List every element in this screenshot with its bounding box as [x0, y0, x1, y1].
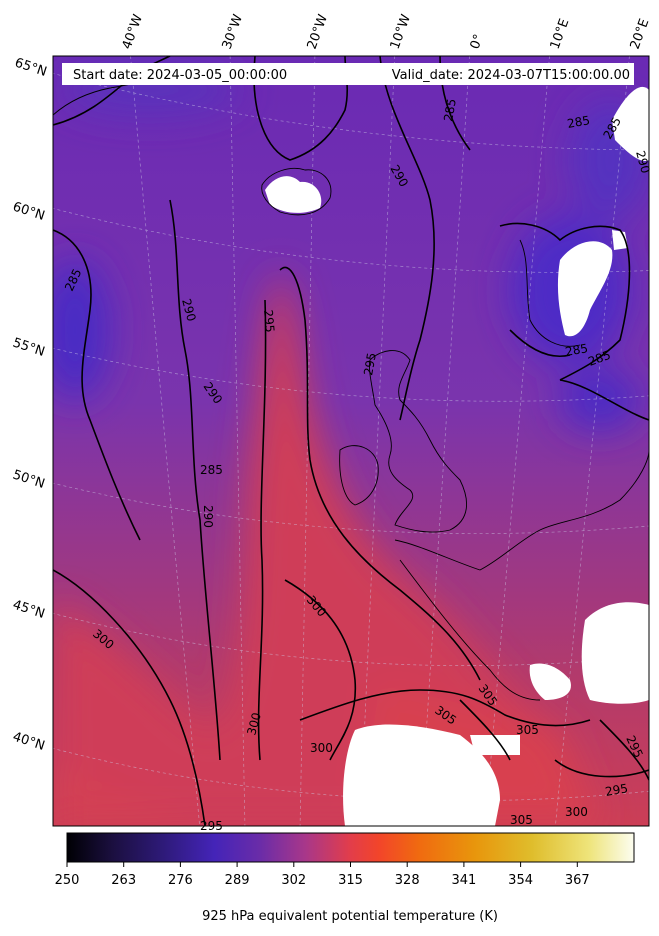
- contours: [53, 56, 649, 826]
- lon-label-0: 0°: [468, 32, 487, 51]
- lon-label-10e: 10°E: [548, 17, 573, 52]
- norway-mask: [557, 241, 613, 337]
- contour-label: 285: [200, 463, 223, 477]
- colorbar-ticks: 250 263 276 289 302 315 328 341 354 367: [55, 862, 590, 888]
- colorbar-tick-label: 354: [508, 873, 533, 888]
- lat-label-60n: 60°N: [11, 200, 47, 224]
- great-britain-outline: [369, 350, 467, 533]
- map-frame: [52, 55, 650, 827]
- alps-mask: [529, 663, 571, 700]
- contour-label: 295: [261, 309, 277, 333]
- valid-date-text: Valid_date: 2024-03-07T15:00:00.00: [392, 68, 630, 83]
- lat-label-50n: 50°N: [11, 468, 47, 492]
- land-masks: [265, 86, 649, 826]
- alps-east-mask: [581, 602, 649, 704]
- contour-label: 300: [244, 711, 263, 737]
- contour-label: 285: [566, 113, 591, 131]
- map-panel: [53, 56, 649, 826]
- lon-label-20w: 20°W: [305, 12, 331, 51]
- contour-label: 300: [565, 805, 588, 819]
- lat-label-45n: 45°N: [11, 598, 47, 622]
- colorbar-tick-label: 315: [338, 873, 363, 888]
- ireland-outline: [339, 445, 379, 506]
- scandinavia-north-mask: [612, 86, 649, 161]
- contour-label: 285: [441, 98, 459, 123]
- contour-label: 290: [179, 297, 198, 323]
- start-date-text: Start date: 2024-03-05_00:00:00: [73, 68, 287, 83]
- header-bar: [62, 63, 634, 85]
- colorbar-tick-label: 328: [395, 873, 420, 888]
- lat-label-40n: 40°N: [11, 730, 47, 754]
- colorbar: 250 263 276 289 302 315 328 341 354 367 925 hPa e…: [55, 832, 635, 924]
- colorbar-tick-label: 302: [281, 873, 306, 888]
- colorbar-tick-label: 289: [225, 873, 250, 888]
- contour-label: 285: [564, 341, 589, 359]
- contour-label: 305: [510, 813, 533, 827]
- colorbar-tick-label: 341: [451, 873, 476, 888]
- iceland-mask: [265, 176, 322, 213]
- lat-label-65n: 65°N: [13, 56, 49, 80]
- lon-label-40w: 40°W: [120, 12, 146, 51]
- contour-labels: 285 285 285 285 285 285 290 290 290 290 …: [62, 98, 653, 833]
- colorbar-tick-label: 250: [55, 873, 80, 888]
- colorbar-gradient: [66, 832, 635, 863]
- contour-label: 295: [200, 819, 223, 833]
- lon-label-10w: 10°W: [388, 12, 414, 51]
- contour-label: 305: [516, 723, 539, 737]
- colorbar-tick-label: 276: [168, 873, 193, 888]
- lon-label-30w: 30°W: [220, 12, 246, 51]
- colorbar-tick-label: 263: [111, 873, 136, 888]
- lon-label-20e: 20°E: [628, 17, 653, 52]
- lat-label-55n: 55°N: [11, 336, 47, 360]
- colorbar-tick-label: 367: [565, 873, 590, 888]
- contour-label: 295: [361, 352, 379, 377]
- iberia-mask: [343, 724, 500, 826]
- contour-label: 290: [201, 505, 215, 528]
- colorbar-label: 925 hPa equivalent potential temperature…: [202, 909, 498, 924]
- contour-label: 290: [633, 149, 652, 175]
- contour-label: 295: [604, 781, 629, 799]
- contour-label: 300: [310, 741, 333, 755]
